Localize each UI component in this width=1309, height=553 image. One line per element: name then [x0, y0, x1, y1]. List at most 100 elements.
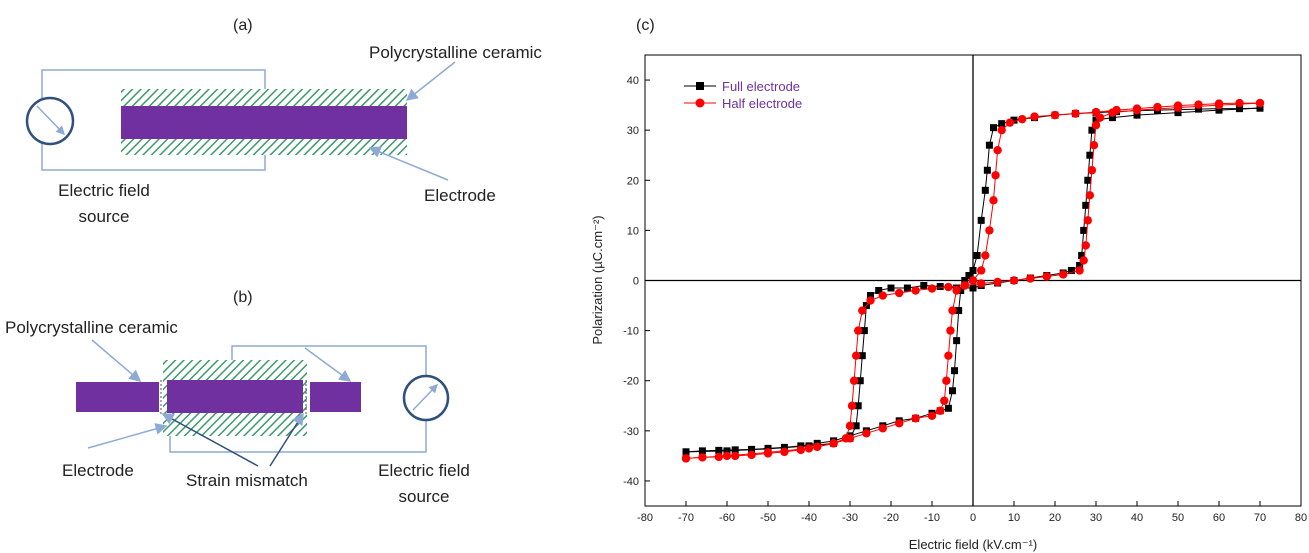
legend-full-text: Full electrode	[722, 79, 800, 94]
data-point	[1194, 100, 1203, 109]
x-tick-label: 80	[1295, 512, 1307, 524]
data-point	[1255, 98, 1265, 108]
data-point	[845, 421, 855, 431]
data-point	[942, 376, 951, 385]
data-point	[1080, 226, 1088, 234]
legend-full-marker	[696, 82, 704, 90]
y-tick-label: 40	[627, 75, 639, 87]
data-point	[854, 326, 863, 335]
data-point	[985, 141, 993, 149]
data-point	[981, 186, 989, 194]
data-point	[1173, 103, 1183, 112]
data-point	[1010, 116, 1018, 124]
data-point	[944, 404, 952, 412]
data-point	[1005, 118, 1015, 127]
data-point	[936, 406, 945, 415]
y-tick-label: 10	[627, 225, 639, 237]
data-point	[955, 307, 963, 315]
x-tick-label: 50	[1172, 512, 1184, 524]
y-axis-label: Polarization (µC.cm⁻²)	[590, 215, 605, 344]
panel-b: (b) Polycrystalline ceramic Electrode St…	[5, 289, 470, 506]
data-point	[1215, 106, 1223, 114]
x-tick-label: -50	[760, 512, 776, 524]
data-point	[1174, 109, 1182, 117]
series-half-electrode	[681, 98, 1265, 463]
panel-b-electrode-right	[310, 382, 361, 412]
x-axis-label: Electric field (kV.cm⁻¹)	[909, 537, 1037, 552]
data-point	[875, 287, 883, 295]
data-point	[953, 337, 961, 345]
x-tick-label: 40	[1131, 512, 1143, 524]
data-point	[847, 401, 857, 410]
panel-a-electrode-label: Electrode	[424, 186, 496, 205]
data-point	[998, 120, 1006, 128]
data-point	[1079, 256, 1088, 265]
y-tick-label: -10	[623, 326, 639, 338]
data-point	[903, 284, 911, 292]
data-point	[1083, 216, 1093, 225]
data-point	[763, 448, 773, 457]
data-point	[1087, 166, 1097, 175]
data-point	[1078, 251, 1086, 259]
data-point	[940, 396, 949, 405]
panel-a-ceramic-label: Polycrystalline ceramic	[369, 43, 542, 62]
data-point	[860, 327, 868, 335]
data-point	[969, 284, 977, 292]
data-point	[997, 125, 1006, 135]
data-point	[698, 447, 706, 455]
legend-half-marker	[695, 98, 705, 108]
y-tick-label: 20	[627, 175, 639, 187]
data-point	[989, 196, 998, 205]
panel-b-source-label-2: source	[398, 487, 449, 506]
panel-b-ceramic-pointer-right	[304, 347, 352, 382]
data-point	[1085, 191, 1095, 200]
data-point	[1042, 272, 1052, 281]
data-point	[960, 281, 969, 290]
panel-b-electrode-left	[76, 382, 159, 412]
data-point	[731, 446, 739, 454]
data-point	[1084, 176, 1092, 184]
data-point	[1214, 100, 1224, 110]
panel-b-wire-bottom	[169, 420, 427, 453]
data-point	[1108, 114, 1116, 122]
data-point	[1075, 266, 1084, 275]
data-point	[715, 446, 723, 454]
data-point	[920, 282, 928, 290]
data-point	[952, 286, 961, 295]
x-tick-label: 10	[1008, 512, 1020, 524]
data-point	[1235, 98, 1244, 108]
panel-a-label: (a)	[233, 17, 253, 34]
data-point	[973, 251, 981, 259]
x-tick-label: 60	[1213, 512, 1225, 524]
x-tick-label: 70	[1254, 512, 1266, 524]
data-point	[895, 288, 904, 298]
data-point	[969, 266, 977, 274]
panel-b-mismatch-label: Strain mismatch	[186, 471, 308, 490]
data-point	[1089, 141, 1099, 150]
data-point	[949, 387, 956, 395]
data-point	[993, 277, 1002, 287]
data-point	[1009, 276, 1019, 285]
data-point	[867, 292, 874, 300]
panel-b-electrode-pointer	[87, 423, 168, 449]
x-tick-label: -80	[637, 512, 653, 524]
data-point	[682, 448, 690, 456]
x-tick-label: -70	[678, 512, 694, 524]
x-tick-label: -20	[883, 512, 899, 524]
panel-b-electrode-label: Electrode	[62, 461, 134, 480]
data-point	[911, 414, 920, 423]
panel-b-ceramic-label: Polycrystalline ceramic	[5, 318, 178, 337]
data-point	[961, 277, 969, 284]
data-point	[747, 450, 756, 460]
x-tick-label: 20	[1049, 512, 1061, 524]
data-point	[862, 429, 871, 438]
data-point	[993, 146, 1002, 155]
panel-a-ceramic-pointer	[405, 61, 456, 101]
data-point	[1108, 108, 1117, 117]
data-point	[977, 279, 986, 288]
data-point	[1195, 105, 1202, 113]
data-point	[1082, 201, 1090, 209]
data-point	[895, 419, 904, 428]
panel-b-label: (b)	[233, 289, 253, 306]
data-point	[722, 451, 732, 461]
